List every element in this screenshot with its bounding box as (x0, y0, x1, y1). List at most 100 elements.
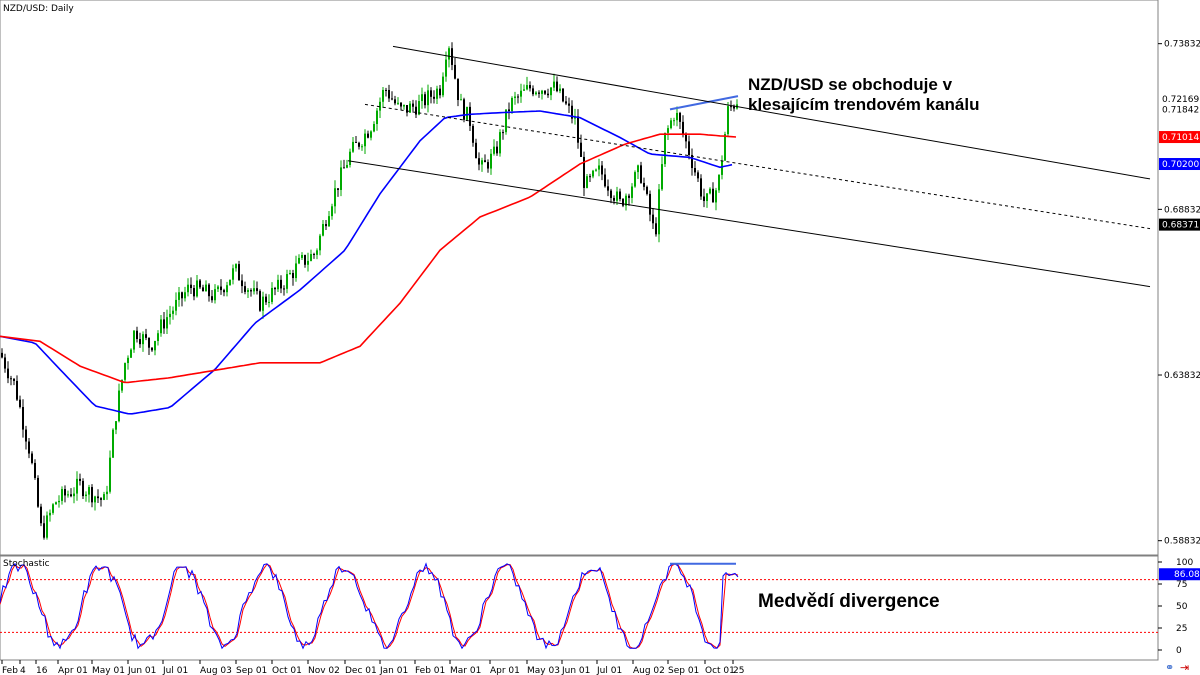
candle-body (316, 250, 318, 255)
candle-body (307, 260, 309, 265)
candle-body (166, 317, 168, 329)
candle-body (424, 94, 426, 106)
candle-body (109, 457, 111, 492)
candle-body (613, 197, 615, 201)
stochastic-tick-label: 100 (1176, 558, 1193, 568)
candle-body (46, 515, 48, 538)
candle-body (598, 165, 600, 170)
candle-body (193, 288, 195, 297)
divergence-annotation: Medvědí divergence (758, 591, 940, 612)
candle-body (94, 496, 96, 503)
candle-body (517, 96, 519, 98)
time-tick-label: Jun 01 (561, 666, 590, 675)
candle-body (559, 88, 561, 92)
candle-body (277, 279, 279, 290)
candle-body (118, 390, 120, 422)
candle-body (637, 165, 639, 173)
candle-body (172, 310, 174, 314)
candle-body (301, 255, 303, 258)
candle-body (646, 186, 648, 194)
candle-body (430, 90, 432, 97)
candle-body (97, 496, 99, 499)
stochastic-tick-label: 0 (1176, 646, 1182, 656)
candle-body (259, 291, 261, 311)
candle-body (547, 93, 549, 96)
stochastic-current-label: 86.08 (1174, 570, 1200, 580)
candle-body (334, 188, 336, 207)
candle-body (268, 301, 270, 303)
candle-body (727, 106, 729, 135)
candle-body (634, 172, 636, 187)
link-icon[interactable]: ⚭ (1165, 661, 1174, 674)
candle-body (361, 146, 363, 148)
price-divergence-line (669, 95, 739, 111)
candle-body (706, 193, 708, 202)
candle-body (103, 494, 105, 500)
candle-body (364, 133, 366, 147)
candle-body (43, 523, 45, 538)
candle-body (436, 88, 438, 99)
candle-body (427, 90, 429, 106)
candle-body (139, 339, 141, 345)
candle-body (475, 142, 477, 159)
candle-body (421, 94, 423, 102)
candle-body (13, 378, 15, 381)
candle-body (682, 121, 684, 134)
price-tick-label: 0.68832 (1164, 205, 1200, 215)
candle-body (58, 500, 60, 503)
time-tick-label: Jan 01 (379, 666, 408, 675)
candle-body (457, 78, 459, 101)
time-tick-label: Aug 02 (633, 666, 665, 675)
ma-fast-line (0, 110, 733, 415)
candle-body (79, 478, 81, 481)
price-tick-label: 0.63832 (1164, 371, 1200, 381)
candle-body (28, 441, 30, 454)
candle-body (367, 133, 369, 138)
candle-body (433, 96, 435, 99)
time-tick-label: Jul 01 (162, 666, 188, 675)
candle-body (181, 292, 183, 299)
candle-body (640, 165, 642, 183)
candle-body (304, 255, 306, 265)
candle-body (715, 190, 717, 203)
candle-body (250, 290, 252, 292)
candle-body (154, 340, 156, 351)
candle-body (724, 134, 726, 161)
stochastic-tick-label: 75 (1176, 580, 1187, 590)
candle-body (601, 165, 603, 175)
candle-body (31, 453, 33, 463)
time-tick-label: Feb 01 (415, 666, 445, 675)
candle-body (484, 160, 486, 163)
candle-body (256, 288, 258, 292)
price-label-bg (1159, 103, 1200, 116)
candle-body (379, 101, 381, 111)
time-tick-label: Apr 01 (490, 666, 520, 675)
main-pane: NZD/USD: Daily NZD/USD se obchoduje v kl… (0, 0, 1159, 556)
candle-body (340, 167, 342, 190)
corner-icons[interactable]: ⚭ ⇥ (1165, 661, 1189, 674)
candle-body (4, 357, 6, 369)
candle-body (607, 186, 609, 191)
candle-body (217, 286, 219, 290)
candle-body (214, 289, 216, 301)
candle-body (82, 480, 84, 497)
candle-body (664, 132, 666, 165)
candle-body (616, 191, 618, 201)
candle-body (37, 477, 39, 507)
candle-body (310, 254, 312, 261)
time-tick-label: 16 (36, 666, 48, 675)
channel-middle-line (364, 103, 1151, 230)
scroll-right-icon[interactable]: ⇥ (1180, 661, 1189, 674)
candle-body (400, 102, 402, 107)
candle-body (49, 512, 51, 516)
candle-body (325, 224, 327, 227)
candle-body (376, 110, 378, 125)
candle-body (343, 167, 345, 169)
candle-body (595, 169, 597, 171)
candle-body (508, 109, 510, 112)
candle-body (502, 132, 504, 134)
candle-body (295, 263, 297, 279)
candle-body (187, 284, 189, 293)
candle-body (244, 286, 246, 292)
candle-body (565, 101, 567, 104)
